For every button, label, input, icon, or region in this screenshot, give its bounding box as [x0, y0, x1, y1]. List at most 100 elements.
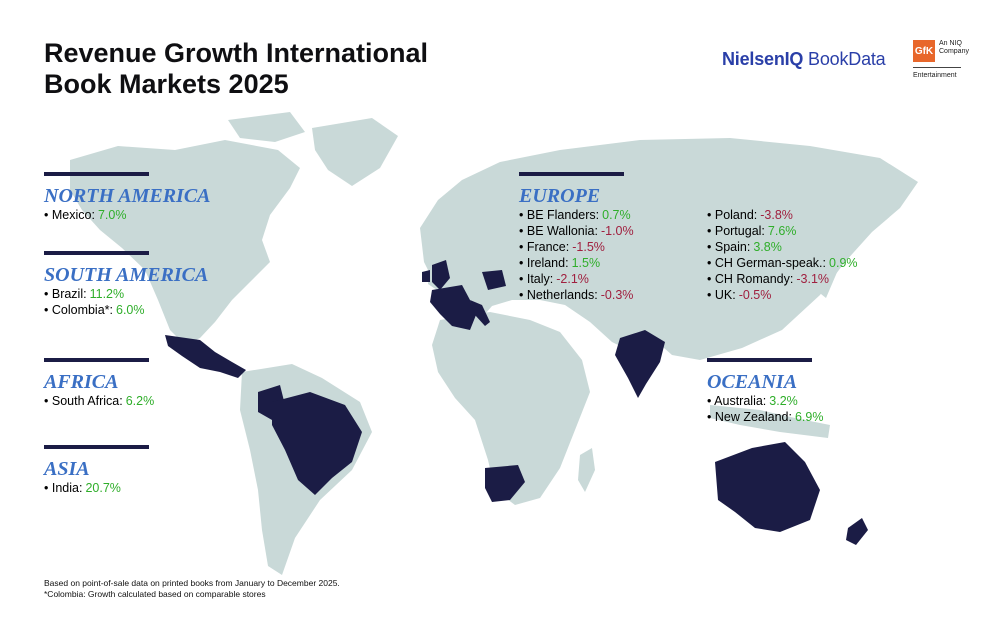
- region-bar: [44, 172, 149, 176]
- country-label: Poland:: [714, 208, 758, 222]
- region-title: ASIA: [44, 458, 90, 480]
- land-indonesia: [710, 405, 830, 438]
- list-item: • CH German-speak.: 0.9%: [707, 256, 858, 270]
- highlight-ireland: [422, 270, 430, 282]
- page-title: Revenue Growth International Book Market…: [44, 38, 428, 100]
- footnote-line-2: *Colombia: Growth calculated based on co…: [44, 589, 266, 599]
- growth-value: -2.1%: [556, 272, 589, 286]
- country-label: CH German-speak.:: [714, 256, 827, 270]
- country-label: Australia:: [714, 394, 767, 408]
- list-item: • CH Romandy: -3.1%: [707, 272, 830, 286]
- list-item: • France: -1.5%: [519, 240, 605, 254]
- footnote: Based on point-of-sale data on printed b…: [44, 578, 340, 600]
- growth-value: -3.8%: [760, 208, 793, 222]
- highlight-brazil: [272, 392, 362, 495]
- region-europe: EUROPE • BE Flanders: 0.7% • BE Wallonia:…: [519, 172, 858, 303]
- highlight-india: [615, 330, 665, 398]
- europe-columns: • BE Flanders: 0.7% • BE Wallonia: -1.0% •…: [519, 207, 858, 303]
- region-oceania: OCEANIA • Australia: 3.2% • New Zealand: 6…: [707, 358, 823, 425]
- region-title: AFRICA: [44, 371, 119, 393]
- country-label: Spain:: [714, 240, 751, 254]
- land-eurasia: [420, 138, 918, 360]
- growth-value: -1.0%: [600, 224, 634, 238]
- country-label: BE Wallonia:: [526, 224, 598, 238]
- growth-value: 6.2%: [125, 394, 155, 408]
- list-item: • Portugal: 7.6%: [707, 224, 797, 238]
- country-list: • Australia: 3.2% • New Zealand: 6.9%: [707, 393, 823, 425]
- highlight-new-zealand: [846, 518, 868, 545]
- growth-value: 3.2%: [769, 394, 798, 408]
- highlight-france-benelux-spain-portugal-italy-ch: [430, 285, 476, 330]
- growth-value: 0.9%: [829, 256, 858, 270]
- list-item: • South Africa: 6.2%: [44, 394, 155, 408]
- region-bar: [707, 358, 812, 362]
- country-label: New Zealand:: [714, 410, 792, 424]
- land-africa: [432, 312, 590, 505]
- region-south-america: SOUTH AMERICA • Brazil: 11.2% • Colombia*…: [44, 251, 208, 318]
- country-label: India:: [51, 481, 83, 495]
- land-arctic-islands: [228, 112, 305, 142]
- highlight-australia: [715, 442, 820, 532]
- region-bar: [44, 251, 149, 255]
- country-label: Brazil:: [51, 287, 87, 301]
- country-list-col2: • Poland: -3.8% • Portugal: 7.6% • Spain: 3…: [707, 207, 858, 303]
- land-north-america: [70, 140, 300, 345]
- list-item: • Italy: -2.1%: [519, 272, 589, 286]
- footnote-line-1: Based on point-of-sale data on printed b…: [44, 578, 340, 588]
- region-north-america: NORTH AMERICA • Mexico: 7.0%: [44, 172, 211, 223]
- region-bar: [519, 172, 624, 176]
- region-bar: [44, 358, 149, 362]
- country-list: • South Africa: 6.2%: [44, 393, 154, 409]
- nielsen-text: NielsenIQ: [722, 49, 804, 69]
- highlight-uk: [432, 260, 450, 290]
- list-item: • Netherlands: -0.3%: [519, 288, 634, 302]
- country-list: • Brazil: 11.2% • Colombia*: 6.0%: [44, 286, 208, 318]
- gfk-entertainment: Entertainment: [913, 72, 957, 79]
- region-title: OCEANIA: [707, 371, 798, 393]
- list-item: • Mexico: 7.0%: [44, 208, 127, 222]
- list-item: • BE Flanders: 0.7%: [519, 208, 631, 222]
- growth-value: 11.2%: [89, 287, 125, 301]
- gfk-sub-line2: Company: [939, 48, 969, 55]
- country-label: BE Flanders:: [526, 208, 600, 222]
- country-label: Mexico:: [51, 208, 95, 222]
- list-item: • Poland: -3.8%: [707, 208, 793, 222]
- growth-value: -0.3%: [600, 288, 634, 302]
- region-title: NORTH AMERICA: [44, 185, 211, 207]
- land-madagascar: [578, 448, 595, 492]
- country-label: South Africa:: [51, 394, 123, 408]
- gfk-divider: [913, 67, 961, 68]
- nielseniq-bookdata-logo: NielsenIQ BookData: [722, 49, 886, 70]
- list-item: • Brazil: 11.2%: [44, 287, 125, 301]
- growth-value: 20.7%: [85, 481, 121, 495]
- highlight-mexico: [165, 335, 246, 378]
- growth-value: 3.8%: [753, 240, 782, 254]
- country-label: Italy:: [526, 272, 554, 286]
- region-bar: [44, 445, 149, 449]
- country-label: France:: [526, 240, 570, 254]
- land-greenland: [312, 118, 398, 186]
- gfk-sub-line1: An NIQ: [939, 40, 962, 47]
- growth-value: -3.1%: [796, 272, 830, 286]
- list-item: • India: 20.7%: [44, 481, 121, 495]
- country-label: CH Romandy:: [714, 272, 794, 286]
- list-item: • UK: -0.5%: [707, 288, 772, 302]
- country-label: Colombia*:: [51, 303, 113, 317]
- gfk-subtitle: An NIQ Company: [939, 40, 969, 56]
- growth-value: -1.5%: [572, 240, 605, 254]
- land-japan: [816, 248, 838, 298]
- growth-value: 6.0%: [116, 303, 145, 317]
- country-label: Netherlands:: [526, 288, 598, 302]
- list-item: • Ireland: 1.5%: [519, 256, 601, 270]
- country-label: Ireland:: [526, 256, 569, 270]
- country-list: • India: 20.7%: [44, 480, 149, 496]
- growth-value: 7.0%: [97, 208, 127, 222]
- list-item: • Australia: 3.2%: [707, 394, 798, 408]
- growth-value: 7.6%: [767, 224, 797, 238]
- region-title: SOUTH AMERICA: [44, 264, 209, 286]
- list-item: • Spain: 3.8%: [707, 240, 782, 254]
- region-asia: ASIA • India: 20.7%: [44, 445, 149, 496]
- region-title: EUROPE: [519, 185, 601, 207]
- bookdata-text: BookData: [808, 49, 886, 69]
- list-item: • BE Wallonia: -1.0%: [519, 224, 634, 238]
